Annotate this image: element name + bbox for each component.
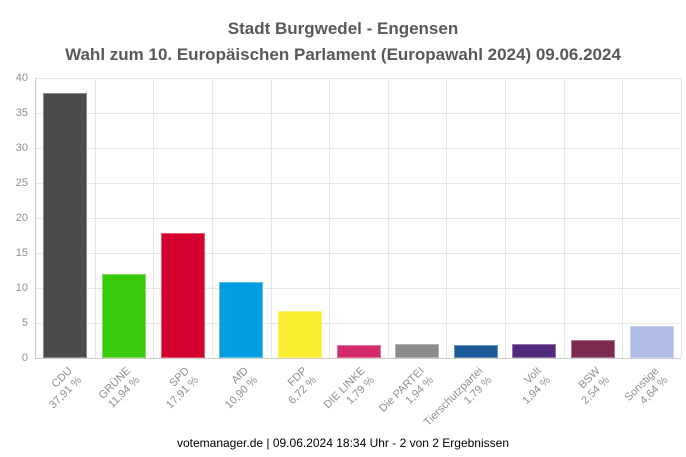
x-axis-label: Tierschutzpartei 1,79 % <box>422 365 495 438</box>
x-axis-label: FDP 6,72 % <box>277 365 320 408</box>
x-axis-label: Volt 1,94 % <box>511 365 554 408</box>
bar-sonstige[interactable] <box>629 325 674 358</box>
x-gridline <box>681 78 682 358</box>
x-gridline <box>211 78 213 358</box>
chart-footer-caption: votemanager.de | 09.06.2024 18:34 Uhr - … <box>176 436 509 450</box>
x-axis-label: Sonstige 4,64 % <box>622 365 671 414</box>
y-gridline <box>36 253 681 254</box>
x-axis-label: SPD 17,91 % <box>155 365 202 412</box>
chart-header: Stadt Burgwedel - Engensen Wahl zum 10. … <box>0 16 686 68</box>
bar-volt[interactable] <box>512 344 557 358</box>
y-axis-tick-label: 20 <box>15 212 28 224</box>
y-axis-tick-label: 15 <box>15 247 28 259</box>
y-axis-tick-label: 40 <box>15 72 28 84</box>
y-gridline <box>36 113 681 114</box>
y-gridline <box>36 183 681 184</box>
bar-chart-plot-area <box>35 78 682 359</box>
y-axis-tick-label: 10 <box>15 282 28 294</box>
bar-afd[interactable] <box>219 281 264 358</box>
x-gridline <box>446 78 448 358</box>
bar-die-partei[interactable] <box>395 344 440 358</box>
y-axis-tick-label: 30 <box>15 142 28 154</box>
x-axis-label: GRÜNE 11,94 % <box>97 365 143 411</box>
x-gridline <box>329 78 331 358</box>
bar-fdp[interactable] <box>277 310 322 358</box>
y-gridline <box>36 148 681 149</box>
x-gridline <box>563 78 565 358</box>
chart-subtitle: Wahl zum 10. Europäischen Parlament (Eur… <box>65 45 621 64</box>
x-gridline <box>270 78 272 358</box>
x-axis-label: CDU 37,91 % <box>38 365 85 412</box>
x-gridline <box>94 78 96 358</box>
bar-die-linke[interactable] <box>336 345 381 358</box>
chart-title: Stadt Burgwedel - Engensen <box>227 19 459 38</box>
x-axis-label: AfD 10,90 % <box>214 365 261 412</box>
bar-spd[interactable] <box>160 232 205 358</box>
y-gridline <box>36 288 681 289</box>
y-gridline <box>36 78 681 79</box>
bar-bsw[interactable] <box>571 340 616 358</box>
bar-tierschutzpartei[interactable] <box>453 345 498 358</box>
x-gridline <box>153 78 155 358</box>
bar-cdu[interactable] <box>43 92 88 358</box>
x-gridline <box>387 78 389 358</box>
y-axis-tick-label: 35 <box>15 107 28 119</box>
y-axis-tick-label: 25 <box>15 177 28 189</box>
x-axis-label: BSW 2,54 % <box>570 365 613 408</box>
y-axis-tick-label: 0 <box>21 352 28 364</box>
x-gridline <box>622 78 624 358</box>
bar-grüne[interactable] <box>101 274 146 358</box>
y-axis-tick-label: 5 <box>21 317 28 329</box>
y-gridline <box>36 323 681 324</box>
y-gridline <box>36 218 681 219</box>
x-gridline <box>505 78 507 358</box>
x-axis-label: DIE LINKE 1,79 % <box>322 365 378 421</box>
